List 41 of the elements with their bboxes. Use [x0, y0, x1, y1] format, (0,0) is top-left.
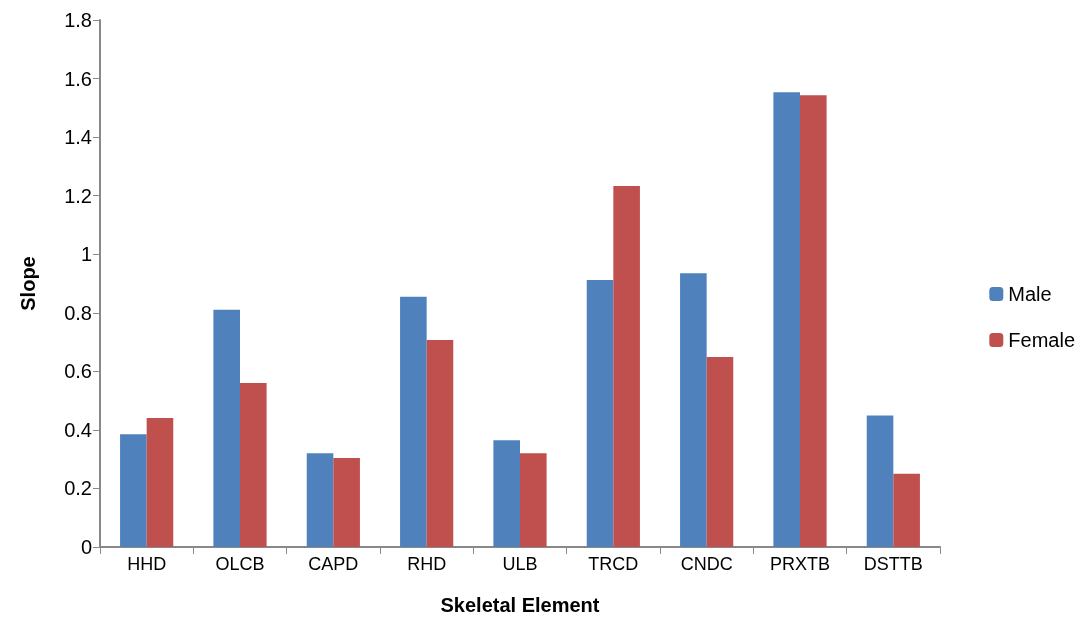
- bar: [773, 92, 800, 547]
- x-tick-label: HHD: [127, 554, 167, 574]
- y-tick-label: 1.4: [64, 126, 92, 149]
- bar: [866, 415, 894, 547]
- y-tick-label: 1.2: [64, 184, 92, 207]
- bar: [400, 296, 427, 547]
- bar: [426, 340, 454, 547]
- y-tick-label: 1.6: [64, 67, 92, 90]
- bar: [120, 434, 147, 547]
- bar: [680, 273, 707, 547]
- y-tick-label: 0.4: [64, 418, 92, 441]
- x-tick-label: ULB: [502, 554, 538, 574]
- legend-label: Male: [1008, 283, 1052, 305]
- x-tick-label: CNDC: [680, 554, 733, 574]
- x-tick-label: OLCB: [215, 554, 265, 574]
- y-tick-label: 0: [80, 536, 92, 558]
- y-tick-label: 0.2: [64, 477, 92, 500]
- x-tick-label: DSTTB: [863, 554, 923, 574]
- x-tick-label: CAPD: [308, 554, 359, 574]
- bar: [520, 453, 547, 547]
- bar: [333, 458, 360, 547]
- bar: [240, 383, 267, 547]
- bar: [613, 186, 640, 547]
- bar: [893, 473, 920, 547]
- x-axis-title: Skeletal Element: [440, 594, 600, 616]
- bar: [586, 279, 614, 547]
- bar: [146, 417, 174, 547]
- x-tick-label: RHD: [407, 554, 447, 574]
- y-axis-title: Slope: [17, 256, 39, 311]
- y-tick-label: 0.6: [64, 360, 92, 383]
- legend-label: Female: [1008, 329, 1076, 351]
- y-tick-label: 1.8: [64, 9, 92, 31]
- bar: [706, 356, 734, 547]
- bar: [800, 95, 827, 547]
- bar: [493, 440, 520, 547]
- bar: [213, 309, 240, 547]
- y-tick-label: 1: [80, 243, 92, 266]
- x-tick-label: TRCD: [588, 554, 639, 574]
- bar: [306, 453, 334, 547]
- y-tick-label: 0.8: [64, 301, 92, 324]
- x-tick-label: PRXTB: [769, 554, 831, 574]
